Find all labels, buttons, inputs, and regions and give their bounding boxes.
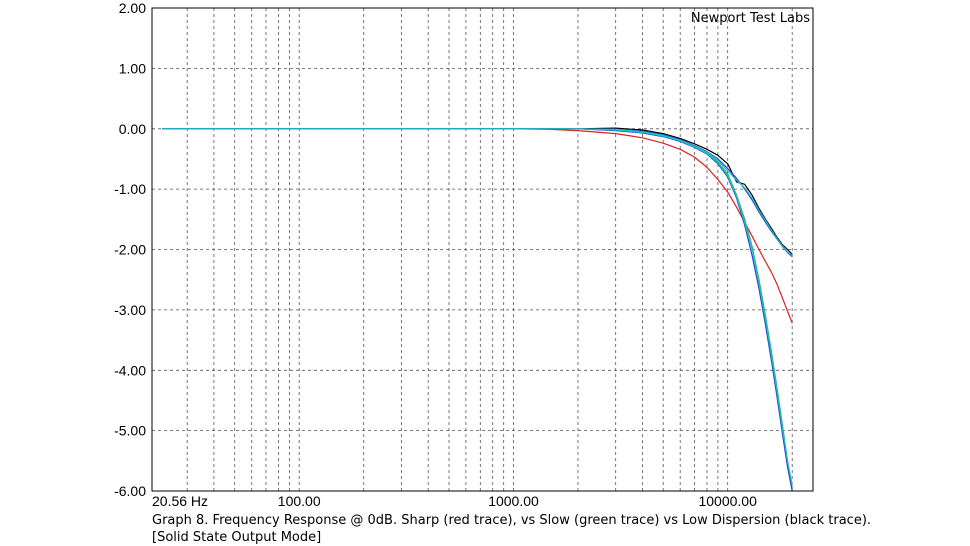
caption-line-2: [Solid State Output Mode] xyxy=(152,530,322,545)
y-tick-label: -3.00 xyxy=(114,302,146,318)
series-line-cyan-lower xyxy=(162,128,793,486)
y-tick-label: 1.00 xyxy=(119,60,146,76)
y-axis-ticks: 2.00 1.00 0.00 -1.00 -2.00 -3.00 -4.00 -5.00 -6.… xyxy=(114,0,146,499)
y-tick-label: 0.00 xyxy=(119,121,146,137)
caption-line-1: Graph 8. Frequency Response @ 0dB. Sharp… xyxy=(152,513,872,528)
y-tick-label: -5.00 xyxy=(114,423,146,439)
x-tick-label: 100.00 xyxy=(278,493,321,509)
y-tick-label: -6.00 xyxy=(114,483,146,499)
y-tick-label: -2.00 xyxy=(114,242,146,258)
series-line-sharp xyxy=(162,128,793,324)
x-tick-label: 10000.00 xyxy=(698,493,757,509)
data-series xyxy=(162,127,793,492)
frequency-response-chart: 2.00 1.00 0.00 -1.00 -2.00 -3.00 -4.00 -5.00 -6.… xyxy=(114,0,814,509)
watermark-label: Newport Test Labs xyxy=(691,11,810,26)
x-tick-label: 20.56 Hz xyxy=(152,493,208,509)
series-line-low-dispersion xyxy=(162,127,793,255)
plot-frame xyxy=(151,7,814,492)
y-tick-label: -1.00 xyxy=(114,181,146,197)
y-tick-label: -4.00 xyxy=(114,362,146,378)
y-tick-label: 2.00 xyxy=(119,0,146,16)
x-tick-label: 1000.00 xyxy=(488,493,539,509)
x-axis-ticks: 20.56 Hz 100.00 1000.00 10000.00 xyxy=(152,493,757,509)
